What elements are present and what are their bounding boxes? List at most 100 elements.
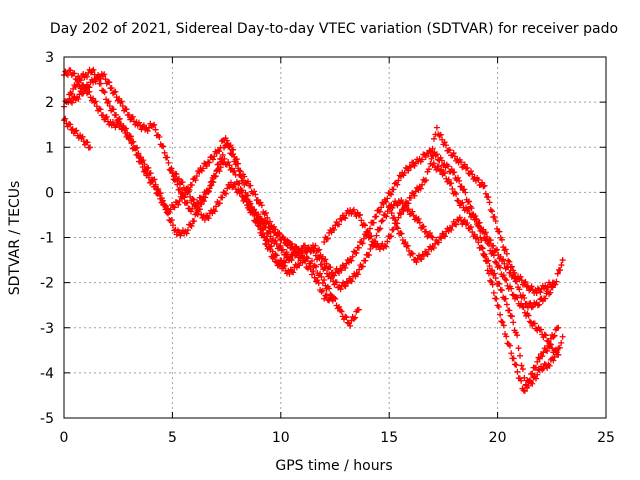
data-point <box>170 203 177 210</box>
data-point <box>79 133 86 140</box>
data-point <box>498 318 505 325</box>
series-track-4 <box>65 71 315 269</box>
data-point <box>193 210 200 217</box>
data-point <box>185 188 192 195</box>
data-point <box>118 98 125 105</box>
series-track-1 <box>61 66 362 329</box>
data-point <box>500 322 507 329</box>
data-point <box>225 159 232 166</box>
data-point <box>152 126 159 133</box>
data-point <box>403 243 410 250</box>
data-point <box>307 248 314 255</box>
data-point <box>479 179 486 186</box>
y-axis-title: SDTVAR / TECUs <box>7 181 23 296</box>
data-series <box>61 66 566 395</box>
data-point <box>438 166 445 173</box>
data-point <box>246 198 253 205</box>
data-point <box>376 208 383 215</box>
data-point <box>321 239 328 246</box>
data-point <box>383 198 390 205</box>
data-point <box>280 234 287 241</box>
data-point <box>215 161 222 168</box>
data-point <box>420 223 427 230</box>
data-point <box>426 230 433 237</box>
data-point <box>458 159 465 166</box>
data-point <box>304 255 311 262</box>
data-point <box>534 302 541 309</box>
data-point <box>258 202 265 209</box>
data-point <box>347 322 354 329</box>
data-point <box>430 244 437 251</box>
data-point <box>519 366 526 373</box>
data-point <box>72 128 79 135</box>
data-point <box>456 214 463 221</box>
data-point <box>508 350 515 357</box>
data-point <box>268 243 275 250</box>
data-point <box>417 185 424 192</box>
data-point <box>367 246 374 253</box>
data-point <box>433 151 440 158</box>
data-point <box>501 247 508 254</box>
data-point <box>299 246 306 253</box>
data-point <box>480 252 487 259</box>
data-point <box>376 246 383 253</box>
data-point <box>526 318 533 325</box>
data-point <box>180 193 187 200</box>
data-point <box>126 136 133 143</box>
data-point <box>110 106 117 113</box>
data-point <box>237 188 244 195</box>
data-point <box>62 115 69 122</box>
data-point <box>301 254 308 261</box>
data-point <box>176 186 183 193</box>
data-point <box>252 191 259 198</box>
data-point <box>466 198 473 205</box>
data-point <box>336 221 343 228</box>
data-point <box>413 259 420 266</box>
data-point <box>227 142 234 149</box>
x-tick-label: 20 <box>489 430 507 446</box>
data-point <box>160 143 167 150</box>
data-point <box>503 301 510 308</box>
data-point <box>550 333 557 340</box>
data-point <box>75 79 82 86</box>
data-point <box>558 262 565 269</box>
data-point <box>387 203 394 210</box>
data-point <box>252 210 259 217</box>
data-point <box>492 247 499 254</box>
data-point <box>515 345 522 352</box>
data-point <box>388 210 395 217</box>
data-point <box>127 135 134 142</box>
data-point <box>490 289 497 296</box>
data-point <box>212 173 219 180</box>
x-axis: 0 5 10 15 20 25 <box>60 57 615 446</box>
data-point <box>318 273 325 280</box>
data-point <box>67 67 74 74</box>
data-point <box>521 295 528 302</box>
data-point <box>318 261 325 268</box>
data-point <box>445 163 452 170</box>
data-point <box>461 161 468 168</box>
data-point <box>117 120 124 127</box>
data-point <box>194 199 201 206</box>
data-point <box>119 125 126 132</box>
data-point <box>149 122 156 129</box>
data-point <box>100 88 107 95</box>
data-point <box>418 256 425 263</box>
data-point <box>336 303 343 310</box>
data-point <box>557 267 564 274</box>
data-point <box>102 115 109 122</box>
data-point <box>409 208 416 215</box>
data-point <box>458 200 465 207</box>
data-point <box>544 347 551 354</box>
data-point <box>322 264 329 271</box>
data-point <box>144 127 151 134</box>
data-point <box>316 255 323 262</box>
data-point <box>354 271 361 278</box>
data-point <box>83 73 90 80</box>
data-point <box>508 285 515 292</box>
data-point <box>451 169 458 176</box>
data-point <box>188 223 195 230</box>
data-point <box>236 180 243 187</box>
data-point <box>357 211 364 218</box>
data-point <box>310 248 317 255</box>
